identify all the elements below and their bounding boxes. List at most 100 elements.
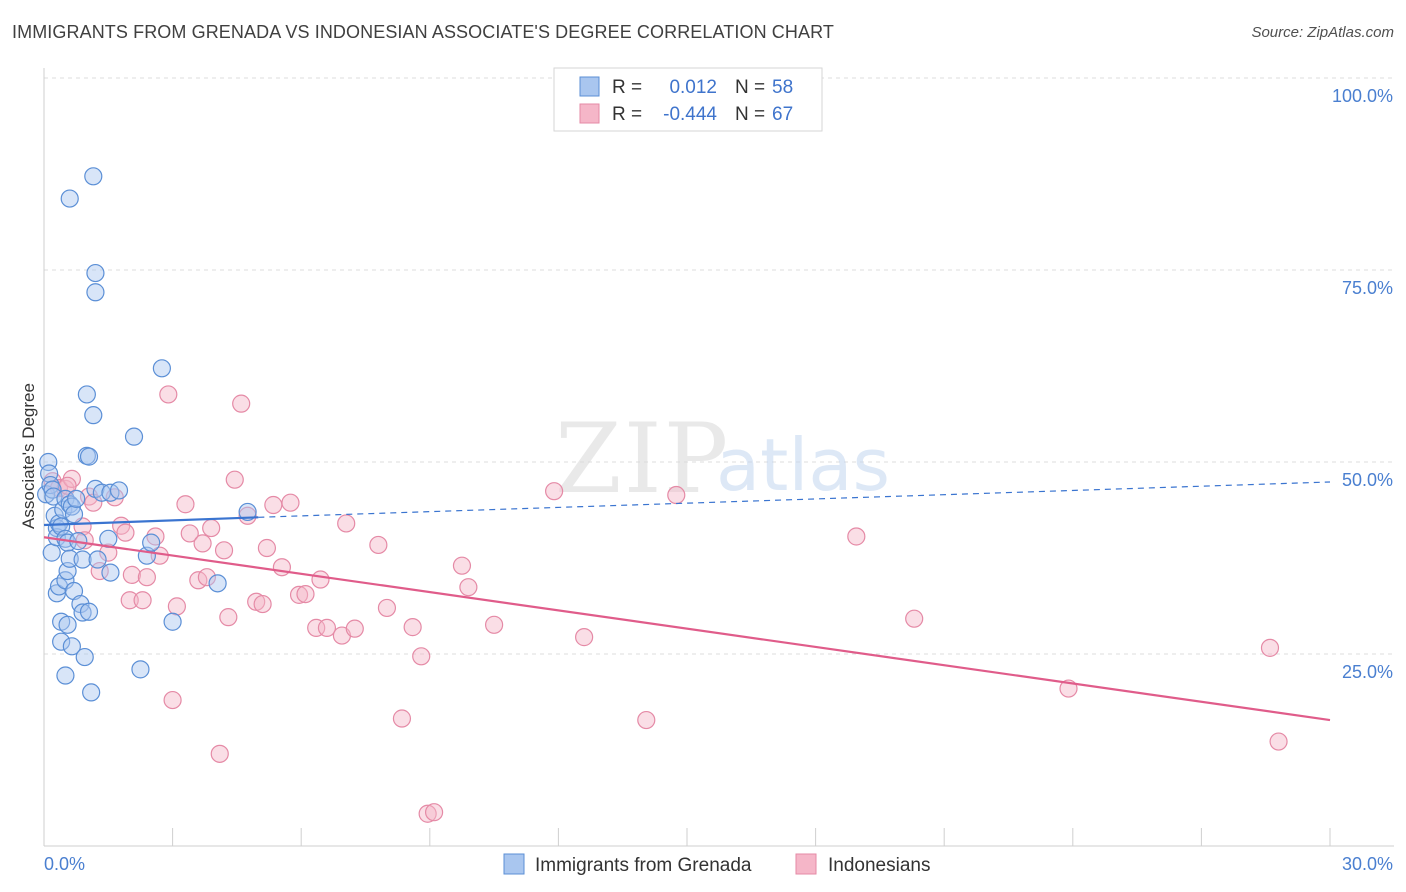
grenada-point-46 [101,563,120,582]
indonesians-point-16 [133,591,152,610]
indonesians-point-62 [667,485,686,505]
indonesians-point-66 [1260,638,1280,657]
indonesians-point-10 [99,543,118,562]
indonesians-point-26 [193,534,212,553]
indonesians-point-52 [403,618,422,637]
legend-n-label-indonesians: N = [735,104,765,125]
indonesians-point-15 [122,565,141,584]
grenada-point-37 [73,550,92,569]
indonesians-point-61 [637,710,656,730]
indonesians-point-63 [847,527,866,546]
x-axis-ticks [43,828,1331,846]
grenada-point-35 [56,666,75,685]
indonesians-point-60 [575,628,594,647]
legend-r-value-grenada: 0.012 [669,77,717,98]
y-tick-label-25: 25.0% [1342,662,1393,682]
grenada-point-33 [62,637,81,656]
indonesians-point-41 [289,585,309,604]
source-label: Source: ZipAtlas.com [1251,24,1394,41]
indonesians-point-13 [116,523,135,542]
bottom-legend-swatch-indonesians [795,853,817,875]
grenada-point-43 [88,550,107,569]
grenada-point-59 [86,283,105,302]
grenada-point-3 [41,475,60,495]
y-tick-label-100: 100.0% [1332,86,1393,106]
stats-legend: R = 0.012 N = 58 R = -0.444 N = 67 [553,67,823,132]
legend-swatch-grenada [579,76,600,97]
grenada-point-55 [238,502,257,522]
indonesians-point-54 [418,804,437,823]
indonesians-point-58 [485,615,504,634]
grenada-point-54 [208,574,227,593]
grenada-point-30 [73,603,92,622]
indonesians-point-59 [545,482,564,501]
y-tick-label-75: 75.0% [1342,278,1393,298]
grenada-point-60 [109,481,129,500]
indonesians-point-38 [264,495,283,515]
grenada-point-28 [58,615,77,634]
legend-r-label-grenada: R = [612,77,642,98]
indonesians-point-27 [197,568,216,587]
indonesians-point-64 [905,609,924,628]
indonesians-point-43 [307,618,326,637]
indonesians-point-39 [272,558,292,577]
indonesians-point-5 [73,517,92,536]
indonesians-point-34 [238,506,257,525]
indonesians-point-28 [202,518,221,538]
indonesians-point-17 [137,568,156,587]
indonesians-point-57 [459,578,478,597]
y-tick-label-50: 50.0% [1342,470,1393,490]
watermark-atlas: atlas [716,423,890,507]
grenada-point-41 [84,406,103,425]
trendlines [43,481,1331,722]
indonesians-point-22 [167,597,186,616]
indonesians-point-56 [452,556,472,575]
bottom-legend-label-grenada: Immigrants from Grenada [535,855,752,876]
indonesians-point-23 [176,495,195,514]
watermark: ZIP atlas [555,403,890,515]
grenada-point-51 [152,359,171,378]
indonesians-point-31 [219,608,238,627]
indonesians-point-51 [392,709,412,728]
legend-n-label-grenada: N = [735,77,765,98]
indonesians-point-29 [210,744,229,763]
series-legend: Immigrants from Grenada Indonesians [503,853,930,876]
grenada-point-39 [79,447,99,466]
grenada-point-52 [131,660,150,679]
chart-title: IMMIGRANTS FROM GRENADA VS INDONESIAN AS… [12,22,834,42]
indonesians-point-50 [377,598,397,618]
x-tick-label-max: 30.0% [1342,854,1393,874]
grenada-point-18 [64,505,84,524]
indonesians-point-14 [120,591,139,610]
indonesians-point-67 [1269,732,1288,751]
grenada-point-25 [60,549,79,568]
grenada-point-58 [86,263,105,283]
indonesians-point-42 [296,584,315,604]
indonesians-point-45 [317,618,337,637]
watermark-zip: ZIP [555,403,730,515]
indonesians-point-37 [257,538,277,558]
indonesians-point-20 [159,385,178,404]
legend-swatch-indonesians [579,103,600,124]
bottom-legend-label-indonesians: Indonesians [828,855,930,876]
grenada-point-34 [75,647,94,667]
indonesians-point-36 [253,594,272,614]
indonesians-point-32 [225,470,244,489]
indonesians-point-49 [369,535,388,555]
indonesians-point-53 [412,647,431,666]
legend-n-value-grenada: 58 [772,77,793,98]
y-axis-label: Associate's Degree [19,383,38,529]
indonesians-point-24 [180,524,199,543]
bottom-legend-swatch-grenada [503,853,525,875]
grenada-point-32 [52,632,71,651]
legend-r-value-indonesians: -0.444 [663,104,717,125]
grenada-point-36 [82,683,101,702]
indonesians-point-30 [214,541,234,560]
indonesians-point-48 [345,619,364,638]
grenada-point-53 [163,612,182,631]
indonesians-point-55 [424,803,444,822]
trendline-indonesians [43,536,1331,722]
grenada-point-31 [79,602,99,621]
trendline-grenada-extension [258,481,1331,518]
